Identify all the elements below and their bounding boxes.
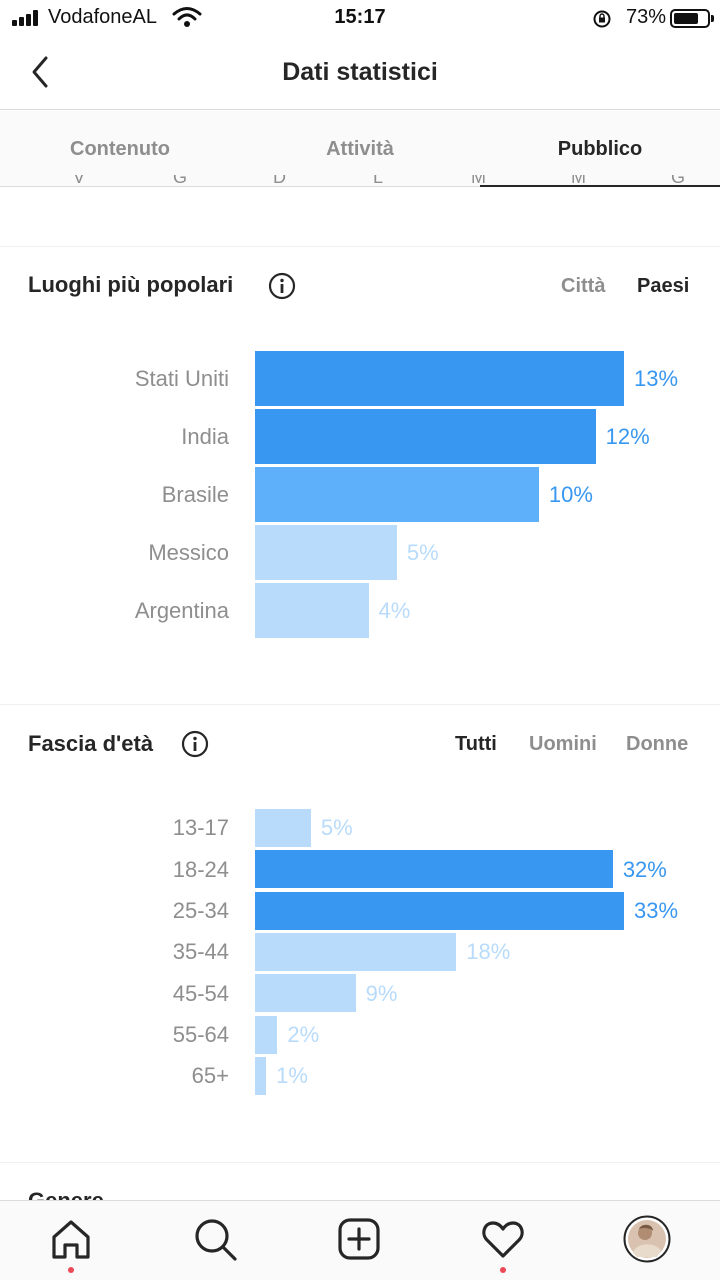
- bar: [255, 891, 624, 930]
- bar-value-label: 4%: [378, 597, 411, 623]
- section-divider: [0, 1162, 720, 1163]
- bar-label: 55-64: [172, 1021, 229, 1047]
- bar: [255, 974, 356, 1013]
- bar-value-label: 5%: [406, 539, 439, 565]
- bar: [255, 1015, 278, 1054]
- header: Dati statistici: [0, 40, 720, 110]
- weekday-label: M: [471, 175, 486, 187]
- bar-value-label: 33%: [634, 897, 679, 923]
- battery-percent: 73%: [625, 6, 666, 28]
- weekday-label: G: [173, 175, 188, 187]
- bar-value-label: 2%: [287, 1021, 320, 1047]
- info-icon[interactable]: [181, 730, 209, 758]
- bar-value-label: 13%: [634, 365, 679, 391]
- heart-icon[interactable]: [479, 1215, 527, 1263]
- signal-icon: [12, 10, 42, 26]
- bar: [255, 583, 369, 638]
- filter-citta[interactable]: Città: [561, 275, 606, 297]
- search-icon[interactable]: [191, 1215, 239, 1263]
- bar: [255, 525, 397, 580]
- bar: [255, 850, 613, 889]
- status-time: 15:17: [334, 6, 386, 28]
- age-title: Fascia d'età: [28, 731, 154, 756]
- bar-label: 65+: [191, 1063, 229, 1089]
- tab-attivita[interactable]: Attività: [326, 138, 394, 160]
- locations-title: Luoghi più popolari: [28, 272, 234, 297]
- page-title: Dati statistici: [282, 58, 438, 86]
- bar-label: India: [181, 423, 229, 449]
- section-divider: [0, 704, 720, 705]
- tab-contenuto[interactable]: Contenuto: [70, 138, 170, 160]
- wifi-icon: [172, 7, 202, 27]
- bar: [255, 409, 596, 464]
- weekday-label: M: [571, 175, 586, 187]
- bar: [255, 467, 539, 522]
- bar-label: Messico: [148, 539, 229, 565]
- rotation-lock-icon: [593, 10, 611, 28]
- bar-value-label: 12%: [605, 423, 650, 449]
- bar: [255, 809, 311, 847]
- bar-value-label: 9%: [365, 980, 398, 1006]
- insights-tabs: Contenuto Attività Pubblico: [0, 111, 720, 187]
- bar-value-label: 5%: [320, 815, 353, 841]
- bar: [255, 1056, 267, 1095]
- notification-dot: [500, 1267, 506, 1273]
- filter-donne[interactable]: Donne: [626, 733, 689, 755]
- bar-value-label: 18%: [466, 939, 511, 965]
- gender-section-title: Genere: [28, 1186, 228, 1200]
- bar-label: 25-34: [172, 897, 229, 923]
- section-divider: [0, 246, 720, 247]
- bar-label: 35-44: [172, 939, 229, 965]
- home-icon[interactable]: [47, 1215, 95, 1263]
- chevron-left-icon[interactable]: [24, 52, 60, 92]
- tab-pubblico[interactable]: Pubblico: [480, 111, 720, 187]
- bar-label: 45-54: [172, 980, 229, 1006]
- bar-label: 18-24: [172, 856, 229, 882]
- filter-uomini[interactable]: Uomini: [529, 733, 597, 755]
- bar-label: 13-17: [172, 815, 229, 841]
- bottom-nav: [0, 1200, 720, 1280]
- profile-avatar[interactable]: [623, 1215, 671, 1263]
- bar-label: Brasile: [161, 481, 229, 507]
- notification-dot: [68, 1267, 74, 1273]
- filter-paesi[interactable]: Paesi: [637, 275, 690, 297]
- weekday-label: D: [273, 175, 286, 187]
- weekday-label: G: [671, 175, 686, 187]
- bar-value-label: 10%: [548, 481, 593, 507]
- bar-value-label: 1%: [276, 1063, 308, 1089]
- status-bar: VodafoneAL 15:17 73%: [0, 0, 720, 40]
- bar: [255, 351, 624, 406]
- weekday-label: L: [373, 175, 384, 187]
- info-icon[interactable]: [268, 272, 296, 300]
- weekday-labels: V G D L M M G: [30, 175, 710, 195]
- filter-tutti[interactable]: Tutti: [455, 733, 497, 755]
- weekday-label: V: [73, 175, 86, 187]
- carrier-name: VodafoneAL: [48, 6, 157, 28]
- bar-label: Argentina: [134, 597, 229, 623]
- bar-label: Stati Uniti: [134, 365, 229, 391]
- add-post-icon[interactable]: [335, 1215, 383, 1263]
- battery-icon: [670, 9, 714, 28]
- bar: [255, 932, 457, 971]
- bar-value-label: 32%: [622, 856, 667, 882]
